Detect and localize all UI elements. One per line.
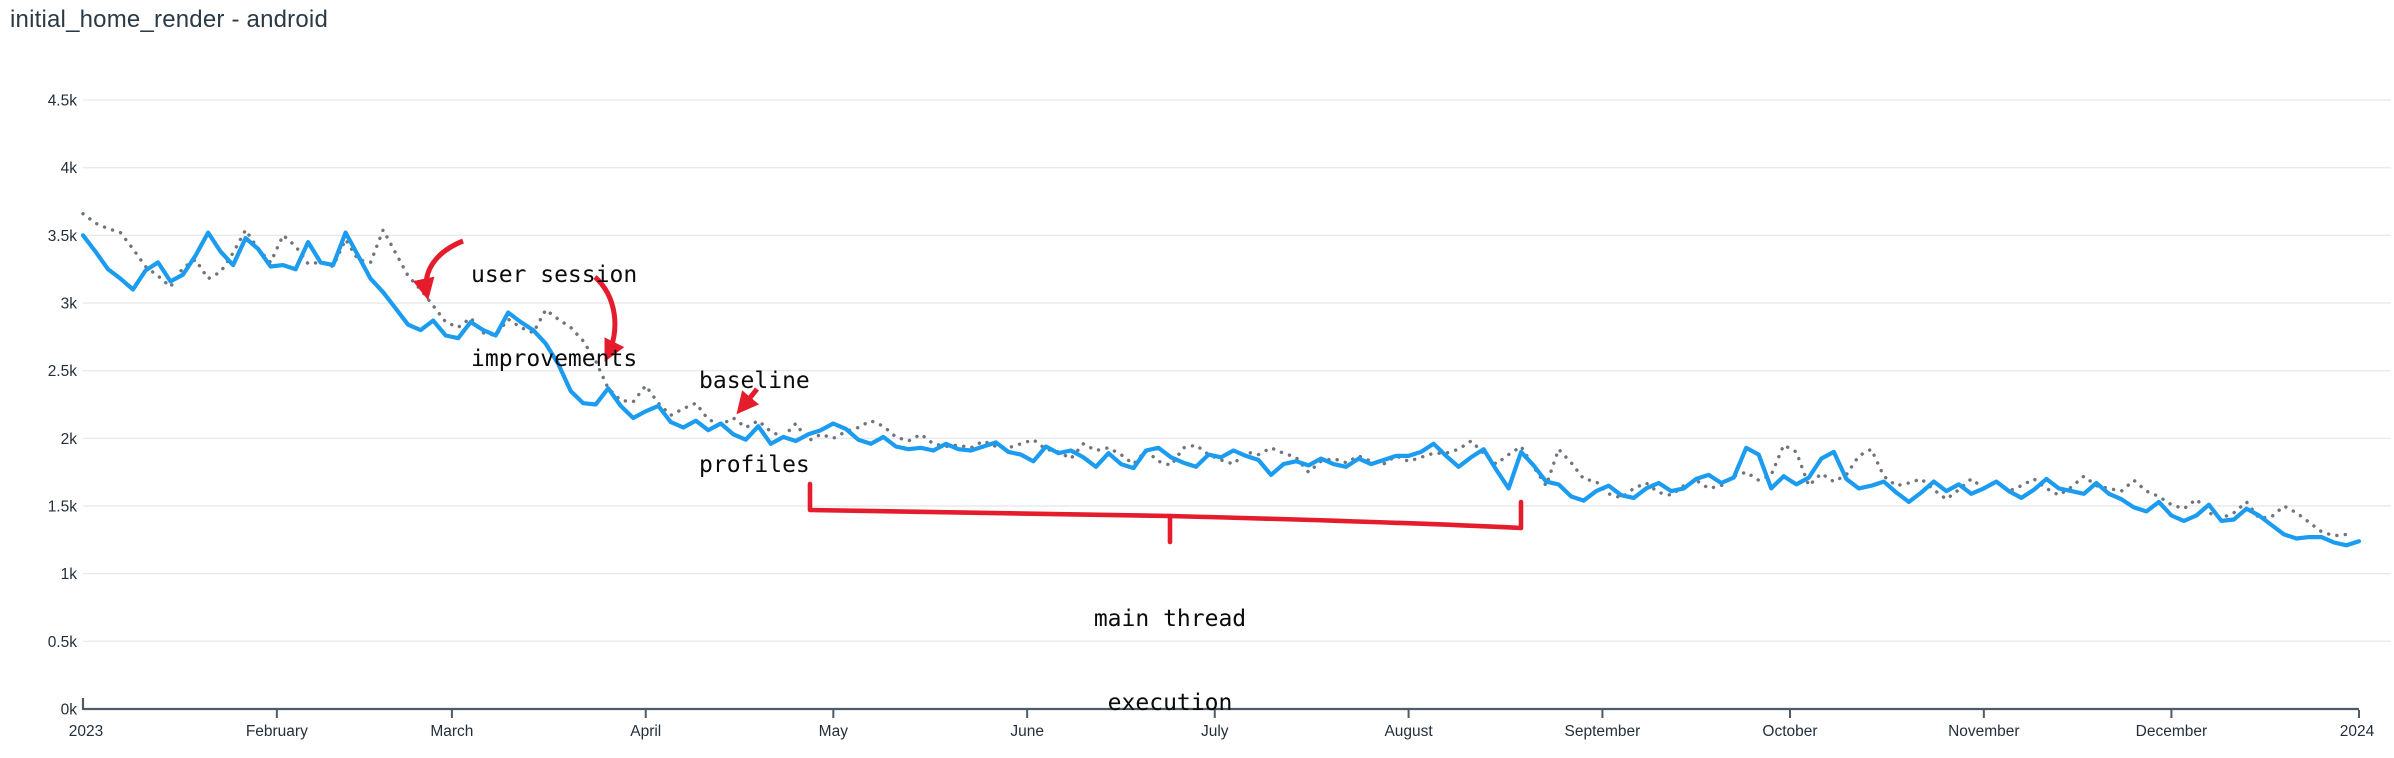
x-tick-label: February (246, 723, 308, 740)
x-tick-label: March (430, 723, 473, 740)
x-tick-label: 2024 (2340, 723, 2375, 740)
y-tick-label: 4.5k (48, 93, 78, 110)
x-tick-label: May (819, 723, 849, 740)
annotation-main-thread: main thread execution improvements (1087, 549, 1253, 758)
y-tick-label: 0.5k (48, 634, 78, 651)
annotation-user-session-line1: user session (471, 262, 638, 288)
annotation-baseline-profiles: baseline profiles (699, 311, 810, 535)
annotation-arrow-baseline-profiles (736, 387, 760, 415)
x-tick-label: April (630, 723, 661, 740)
x-tick-label: October (1762, 723, 1817, 740)
series-solid-blue (80, 230, 2362, 548)
y-tick-label: 1.5k (48, 499, 78, 516)
annotation-user-session-line2: improvements (471, 346, 638, 372)
x-tick-label: September (1565, 723, 1641, 740)
annotation-user-session: user session improvements (471, 205, 637, 429)
x-tick-label: December (2136, 723, 2208, 740)
x-tick-label: August (1384, 723, 1433, 740)
annotation-arrow-user-session-2 (593, 275, 625, 362)
x-tick-label: 2023 (69, 723, 103, 740)
y-tick-label: 1k (61, 566, 78, 583)
y-tick-label: 2k (61, 431, 78, 448)
annotation-baseline-profiles-line2: profiles (699, 452, 810, 478)
y-tick-label: 3.5k (48, 228, 78, 245)
page-title: initial_home_render - android (10, 6, 328, 33)
x-tick-label: July (1201, 723, 1229, 740)
annotation-arrow-user-session-1 (412, 238, 464, 301)
x-tick-label: June (1010, 723, 1044, 740)
x-tick-label: November (1948, 723, 2020, 740)
y-tick-label: 4k (61, 160, 78, 177)
annotation-main-thread-line1: main thread (1093, 606, 1247, 632)
y-tick-label: 3k (61, 296, 78, 313)
y-tick-label: 0k (61, 702, 78, 719)
annotation-main-thread-line2: execution (1107, 690, 1233, 716)
annotation-baseline-profiles-line1: baseline (699, 368, 810, 394)
y-tick-label: 2.5k (48, 363, 78, 380)
